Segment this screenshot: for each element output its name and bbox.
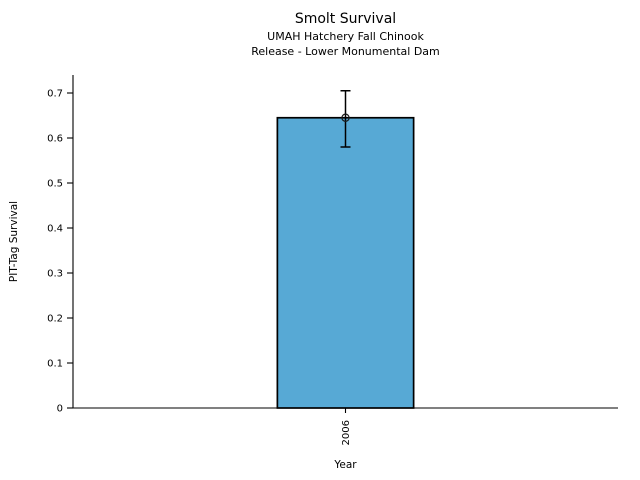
chart-title: Smolt Survival — [294, 11, 397, 27]
y-tick-label: 0.2 — [47, 314, 63, 325]
y-tick-label: 0.4 — [47, 224, 63, 235]
y-tick-label: 0.5 — [47, 179, 63, 190]
y-tick-label: 0.6 — [47, 134, 63, 145]
chart-subtitle-line2: Release - Lower Monumental Dam — [251, 45, 440, 58]
y-tick-label: 0 — [57, 404, 63, 415]
y-tick-label: 0.7 — [47, 89, 63, 100]
y-axis-title: PIT-Tag Survival — [8, 201, 20, 282]
bar — [276, 116, 415, 409]
x-tick-label: 2006 — [341, 420, 352, 445]
x-axis-title: Year — [333, 459, 357, 471]
y-tick-label: 0.3 — [47, 269, 63, 280]
y-tick-label: 0.1 — [47, 359, 63, 370]
data-point-marker — [341, 113, 350, 122]
chart-subtitle-line1: UMAH Hatchery Fall Chinook — [267, 30, 424, 43]
